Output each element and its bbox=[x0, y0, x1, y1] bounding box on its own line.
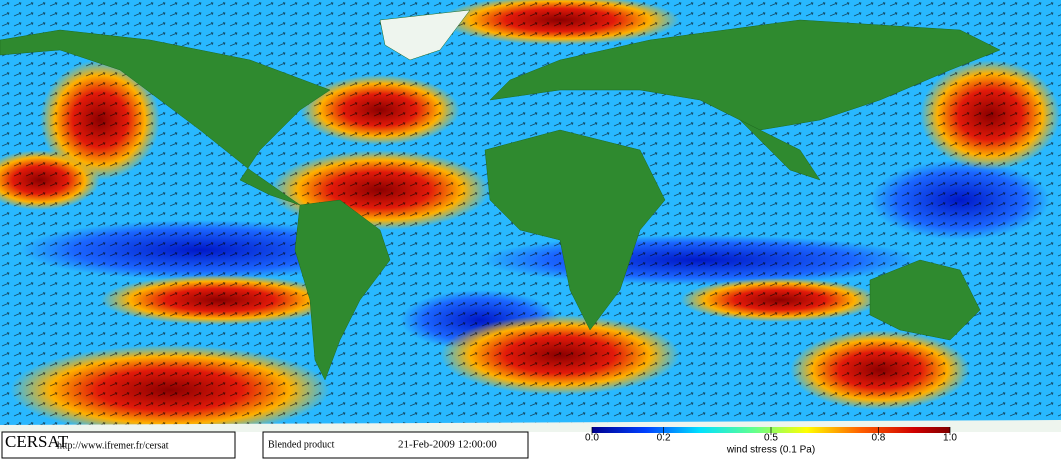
colorbar-tick-label: 1.0 bbox=[943, 433, 957, 444]
colorbar-label: wind stress (0.1 Pa) bbox=[726, 445, 815, 456]
logo-box bbox=[1, 431, 236, 459]
colorbar-tick-label: 0.8 bbox=[871, 433, 885, 444]
logo: CERSAT bbox=[5, 432, 69, 451]
colorbar-tick-label: 0.5 bbox=[764, 433, 778, 444]
colorbar-tick-label: 0.0 bbox=[585, 433, 599, 444]
url: http://www.ifremer.fr/cersat bbox=[57, 440, 169, 451]
land bbox=[0, 9, 1061, 432]
date: 21-Feb-2009 12:00:00 bbox=[398, 439, 497, 451]
product: Blended product bbox=[268, 439, 335, 450]
footer-bar: CERSAT http://www.ifremer.fr/cersat Blen… bbox=[0, 427, 1061, 462]
info-box bbox=[262, 431, 529, 459]
colorbar-tick-label: 0.2 bbox=[657, 433, 671, 444]
